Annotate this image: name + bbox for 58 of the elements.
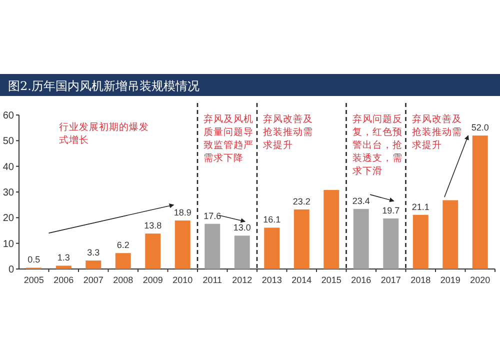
data-label: 13.0 (233, 222, 251, 233)
x-tick-label: 2014 (292, 275, 312, 285)
data-label: 18.9 (174, 207, 192, 218)
y-tick-label: 10 (2, 238, 14, 250)
annotation: 弃风改善及抢装推动需求提升 (412, 113, 462, 151)
bar (264, 228, 280, 269)
x-tick-label: 2015 (321, 275, 342, 285)
bar (412, 214, 428, 269)
data-label: 13.8 (144, 220, 162, 231)
bar (324, 190, 340, 269)
x-tick-label: 2009 (142, 275, 163, 285)
data-label: 23.2 (292, 196, 310, 206)
x-tick-label: 2012 (232, 275, 252, 285)
x-tick-label: 2019 (440, 275, 460, 285)
data-label: 23.4 (352, 196, 370, 206)
x-tick-label: 2010 (172, 275, 193, 285)
data-label: 19.7 (382, 205, 400, 216)
bar (472, 136, 488, 269)
x-tick-label: 2013 (262, 275, 282, 285)
x-tick-label: 2016 (351, 275, 372, 285)
x-tick-label: 2005 (24, 275, 44, 285)
data-label: 17.6 (204, 210, 222, 221)
data-label: 21.1 (412, 202, 430, 212)
x-tick-label: 2017 (380, 275, 401, 285)
x-tick-label: 2007 (83, 275, 104, 285)
bar (294, 209, 310, 269)
chart-title: 图2.历年国内风机新增吊装规模情况 (8, 79, 200, 93)
annotation: 弃风及风机质量问题导致监管趋严需求下降 (204, 113, 254, 164)
x-tick-label: 2020 (470, 275, 490, 285)
bar (442, 200, 458, 269)
bar (86, 260, 102, 269)
x-tick-label: 2006 (54, 275, 74, 285)
data-label: 16.1 (263, 214, 281, 225)
x-tick-label: 2008 (113, 275, 134, 285)
data-label: 1.3 (57, 252, 70, 263)
annotation: 行业发展初期的爆发式增长 (59, 121, 149, 146)
y-tick-label: 40 (2, 162, 14, 173)
annotation: 弃风改善及抢装推动需求提升 (263, 113, 313, 151)
y-tick-label: 30 (2, 188, 14, 198)
bar (353, 208, 369, 269)
bar (383, 218, 399, 269)
y-tick-label: 60 (2, 110, 14, 122)
x-tick-label: 2018 (410, 275, 431, 285)
bar (234, 236, 250, 269)
y-tick-label: 50 (2, 136, 14, 148)
data-label: 6.2 (116, 240, 130, 250)
x-tick-label: 2011 (202, 275, 222, 285)
data-label: 0.5 (28, 254, 40, 265)
bar (115, 253, 131, 269)
bar (56, 266, 72, 269)
bar (204, 224, 220, 269)
annotation: 弃风问题反复，红色预警出台，抢装透支，需求下滑 (352, 113, 402, 177)
bar (145, 234, 161, 269)
y-tick-label: 20 (2, 213, 14, 224)
data-label: 52.0 (471, 122, 489, 133)
y-tick-label: 0 (8, 264, 14, 276)
data-label: 3.3 (87, 248, 100, 258)
bar (174, 220, 190, 269)
